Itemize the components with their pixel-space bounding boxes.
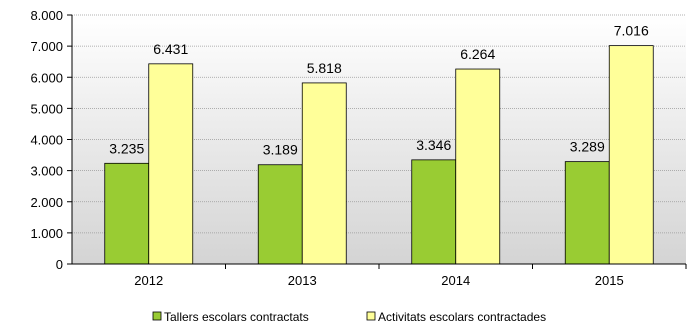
legend-label: Activitats escolars contractades xyxy=(378,310,546,324)
legend: Tallers escolars contractats Activitats e… xyxy=(152,310,546,324)
x-tick-label: 2012 xyxy=(134,273,163,288)
y-tick-label: 0 xyxy=(56,257,63,272)
bar-series-1 xyxy=(104,162,150,265)
bar-value-label: 6.264 xyxy=(460,46,495,62)
bar-value-label: 3.235 xyxy=(109,140,144,156)
bar-series-1 xyxy=(411,159,457,265)
bar-value-label: 6.431 xyxy=(153,41,188,57)
x-tick-label: 2014 xyxy=(441,273,470,288)
y-tick-label: 4.000 xyxy=(30,133,63,148)
y-tick-label: 5.000 xyxy=(30,101,63,116)
bar-series-2 xyxy=(455,68,501,265)
bar-series-2 xyxy=(301,82,347,265)
legend-swatch xyxy=(366,311,376,321)
y-tick-label: 6.000 xyxy=(30,70,63,85)
bar-value-label: 5.818 xyxy=(307,60,342,76)
y-axis-ticks: 0 1.000 2.000 3.000 4.000 5.000 6.000 7.000 8.00… xyxy=(30,8,72,272)
x-axis-ticks: 2012 2013 2014 2015 xyxy=(134,264,687,288)
bar-value-label: 3.289 xyxy=(570,139,605,155)
data-labels: 3.235 6.431 3.189 5.818 3.346 6.264 3.289 7.016 xyxy=(109,23,649,158)
legend-swatch xyxy=(152,311,162,321)
y-tick-label: 1.000 xyxy=(30,226,63,241)
bar-series-2 xyxy=(608,45,654,265)
legend-label: Tallers escolars contractats xyxy=(164,310,309,324)
y-tick-label: 7.000 xyxy=(30,39,63,54)
x-tick-label: 2013 xyxy=(288,273,317,288)
y-tick-label: 2.000 xyxy=(30,195,63,210)
bar-value-label: 3.346 xyxy=(416,137,451,153)
y-tick-label: 8.000 xyxy=(30,8,63,23)
bar-value-label: 3.189 xyxy=(263,142,298,158)
bar-series-1 xyxy=(564,161,610,265)
bar-series-1 xyxy=(257,164,303,265)
bar-value-label: 7.016 xyxy=(614,23,649,39)
x-tick-label: 2015 xyxy=(595,273,624,288)
y-tick-label: 3.000 xyxy=(30,164,63,179)
bar-series-2 xyxy=(148,63,194,265)
